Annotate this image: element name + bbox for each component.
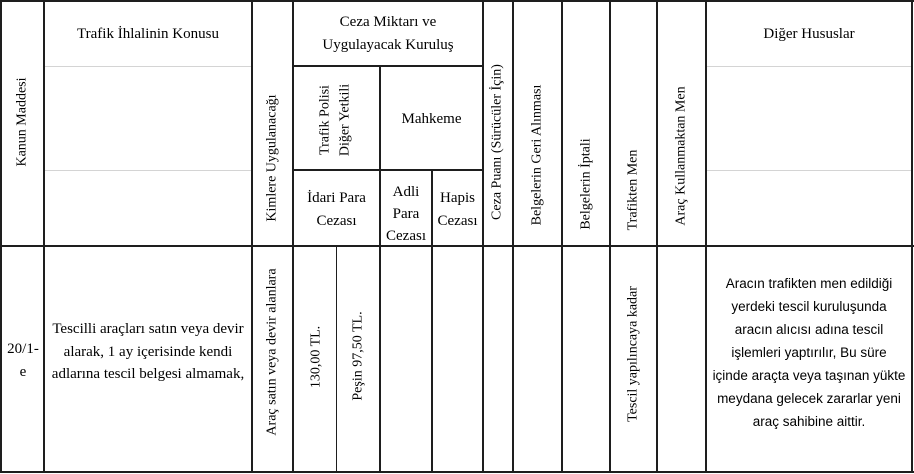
row-idari-para-1: 130,00 TL. [308, 325, 324, 389]
row-madde-2: e [19, 364, 27, 380]
col-line-1 [43, 0, 45, 473]
header-hapis-2: Cezası [437, 213, 478, 229]
faint-line-a [45, 66, 251, 67]
ceza-header-line [292, 65, 484, 67]
header-mahkeme: Mahkeme [401, 111, 462, 127]
row-ihlal-konusu: Tescilli araçları satın veya devir alara… [51, 321, 245, 382]
header-hapis-1: Hapis [440, 190, 475, 206]
border-top [0, 0, 914, 2]
row-trafikten-men: Tescil yapılıncaya kadar [625, 286, 641, 422]
header-body-separator [0, 245, 914, 247]
header-adli-para-2: Para [392, 206, 420, 222]
header-ceza-miktari-2: Uygulayacak Kuruluş [322, 37, 454, 53]
col-line-5 [431, 170, 433, 473]
header-diger-hususlar: Diğer Hususlar [763, 26, 855, 42]
col-line-3 [292, 0, 294, 473]
col-line-9 [609, 0, 611, 473]
row-diger-hususlar: Aracın trafikten men edildiği yerdeki te… [712, 276, 906, 429]
header-ihlal-konusu: Trafik İhlalinin Konusu [77, 26, 219, 42]
faint-line-b [45, 170, 251, 171]
header-idari-para-1: İdari Para [307, 190, 366, 206]
col-line-6 [482, 0, 484, 473]
header-ceza-miktari-1: Ceza Miktarı ve [339, 14, 437, 30]
border-bottom [0, 471, 914, 473]
header-trafik-polisi-2: Diğer Yetkili [337, 83, 353, 157]
col-line-10 [656, 0, 658, 473]
header-belgelerin-geri: Belgelerin Geri Alınması [529, 84, 545, 226]
header-belgelerin-iptali: Belgelerin İptali [578, 138, 594, 230]
faint-line-d [707, 170, 911, 171]
col-line-4 [379, 66, 381, 473]
header-adli-para-3: Cezası [386, 228, 426, 244]
header-trafik-polisi-1: Trafik Polisi [317, 85, 333, 155]
header-ceza-puani: Ceza Puanı (Sürücüler İçin) [489, 64, 505, 220]
border-left [0, 0, 2, 473]
header-adli-para-1: Adli [392, 184, 420, 200]
col-line-11 [705, 0, 707, 473]
header-kanun-maddesi: Kanun Maddesi [14, 77, 30, 167]
header-idari-para-2: Cezası [316, 213, 357, 229]
header-kimlere: Kimlere Uygulanacağı [264, 94, 280, 222]
border-right [911, 0, 913, 473]
row-madde-1: 20/1- [7, 341, 39, 357]
row-idari-para-2: Peşin 97,50 TL. [350, 311, 366, 401]
col-line-idari-mid [336, 247, 337, 473]
header-arac-kullanmaktan-men: Araç Kullanmaktan Men [673, 86, 689, 226]
faint-line-c [707, 66, 911, 67]
col-line-2 [251, 0, 253, 473]
col-line-7 [512, 0, 514, 473]
row-kimlere: Araç satın veya devir alanlara [264, 268, 280, 436]
col-line-8 [561, 0, 563, 473]
header-trafikten-men: Trafikten Men [625, 149, 641, 231]
mahkeme-line [292, 169, 484, 171]
